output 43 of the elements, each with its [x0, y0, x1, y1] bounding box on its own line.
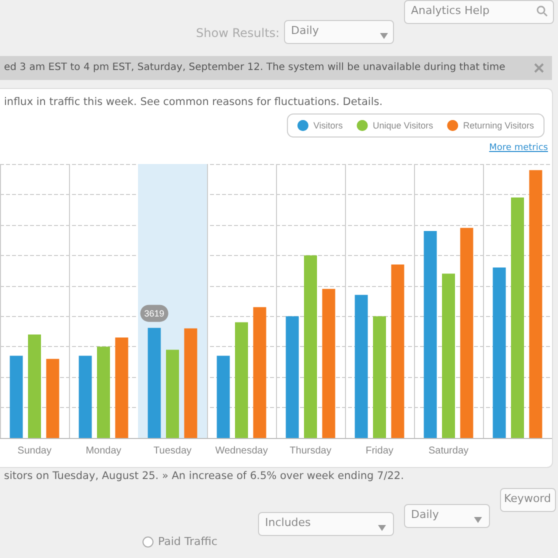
bar [391, 264, 404, 438]
text: Paid Traffic [158, 535, 218, 548]
bar [10, 356, 23, 438]
bar [286, 316, 299, 438]
bar [166, 350, 179, 438]
text: More metrics [489, 143, 548, 153]
text: Show Results: [196, 26, 280, 40]
legend-label: Unique Visitors [372, 120, 434, 130]
text: Analytics Help [404, 0, 554, 24]
text: Keyword [500, 488, 556, 512]
bar [97, 346, 110, 438]
bar [253, 307, 266, 438]
bar [235, 322, 248, 438]
bar [78, 356, 92, 438]
bar [424, 230, 437, 438]
legend-label: Returning Visitors [463, 120, 534, 130]
x-tick-label: Saturday [428, 446, 469, 456]
bar [304, 255, 317, 438]
x-tick-label: Monday [86, 446, 122, 456]
x-tick-label: Tuesday [154, 446, 192, 456]
bar [28, 334, 41, 438]
bar [529, 170, 542, 438]
chart-subtitle: influx in traffic this week. See common reasons for fluctuations. Details. [4, 96, 383, 108]
bar [148, 328, 161, 438]
bar [373, 316, 386, 438]
legend-label: Visitors [313, 120, 344, 130]
bar [511, 197, 524, 438]
bar [184, 328, 198, 438]
data-label: 3619 [144, 308, 164, 318]
bar [460, 228, 474, 438]
x-tick-label: Thursday [290, 446, 332, 456]
bar [442, 274, 455, 438]
x-tick-label: Sunday [18, 446, 52, 456]
bar [322, 288, 336, 438]
text: ed 3 am EST to 4 pm EST, Saturday, September 12. The system will be unavailable during that time [0, 56, 552, 80]
bar [216, 356, 230, 438]
bar [115, 338, 128, 438]
bar [354, 294, 368, 438]
x-tick-label: Wednesday [215, 446, 268, 456]
bar [46, 358, 60, 438]
bar [492, 268, 506, 438]
x-tick-label: Friday [366, 446, 394, 456]
text: sitors on Tuesday, August 25. » An increase of 6.5% over week ending 7/22. [4, 470, 404, 482]
